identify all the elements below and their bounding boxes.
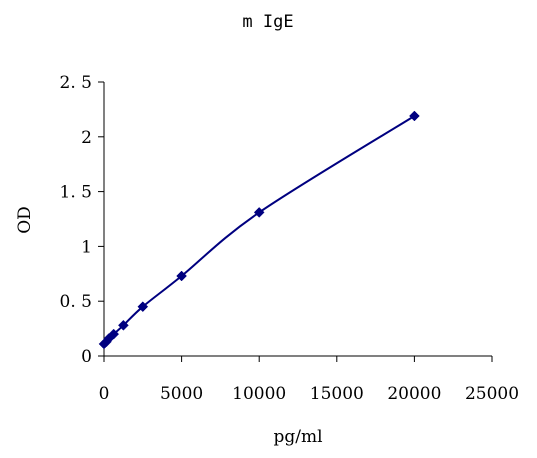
data-points (98, 110, 420, 350)
y-tick-label: 2 (81, 128, 92, 148)
x-ticks: 0 5000 10000 15000 20000 25000 (99, 356, 519, 404)
y-axis-title: OD (15, 206, 35, 234)
data-point-marker (118, 319, 129, 331)
y-tick-label: 0. 5 (60, 292, 92, 312)
y-ticks: 0 0. 5 1 1. 5 2 2. 5 (60, 73, 104, 367)
y-tick-label: 1 (81, 237, 92, 257)
x-tick-label: 15000 (310, 384, 364, 404)
chart-title: m IgE (242, 12, 293, 32)
data-point-marker (176, 270, 187, 282)
x-tick-label: 25000 (465, 384, 519, 404)
x-tick-label: 0 (99, 384, 110, 404)
data-point-marker (137, 301, 149, 313)
x-tick-label: 5000 (160, 384, 203, 404)
x-axis-title: pg/ml (273, 427, 322, 447)
series-curve (103, 115, 415, 345)
data-point-marker (409, 110, 420, 122)
x-tick-label: 10000 (232, 384, 286, 404)
y-tick-label: 2. 5 (60, 73, 92, 93)
y-tick-label: 1. 5 (60, 183, 92, 203)
y-tick-label: 0 (81, 347, 92, 367)
data-point-marker (108, 328, 120, 340)
x-tick-label: 20000 (387, 384, 441, 404)
data-point-marker (253, 207, 265, 218)
